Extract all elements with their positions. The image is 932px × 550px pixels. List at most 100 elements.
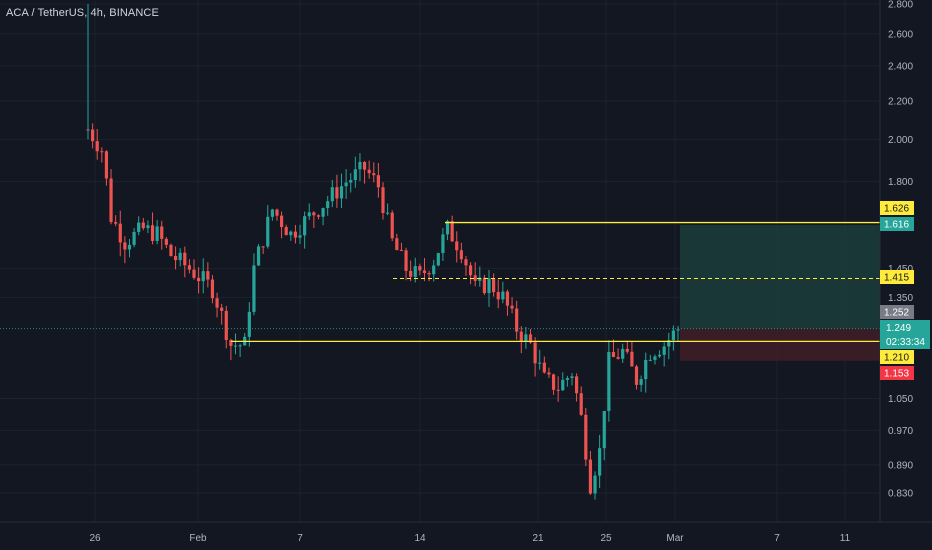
candle-down <box>482 277 487 294</box>
candle-up <box>353 169 357 181</box>
candle-up <box>644 360 648 380</box>
candle-up <box>487 278 491 294</box>
candle-down <box>109 178 113 223</box>
price-axis-label: 0.890 <box>888 460 913 471</box>
candle-down <box>584 414 588 460</box>
candle-up <box>639 379 643 385</box>
price-axis-label: 2.400 <box>888 61 913 72</box>
price-tag <box>880 305 914 319</box>
candle-down <box>141 222 145 229</box>
price-tag-label: 1.626 <box>884 204 909 215</box>
candle-up <box>538 362 542 364</box>
time-axis[interactable]: 26 Feb 7 14 21 25 Mar 7 11 <box>89 533 850 544</box>
candle-down <box>164 238 168 245</box>
candle-down <box>492 278 496 293</box>
candle-down <box>510 305 514 309</box>
candle-down <box>376 175 380 188</box>
candle-down <box>459 250 463 260</box>
candle-up <box>593 475 597 494</box>
candle-up <box>676 329 680 331</box>
candle-down <box>611 352 616 357</box>
candle-down <box>335 187 339 199</box>
price-tag-label: 1.616 <box>884 220 909 231</box>
price-tag <box>880 201 914 215</box>
candle-up <box>326 201 330 209</box>
candle-up <box>432 265 436 275</box>
candle-down <box>528 334 533 343</box>
price-axis-label: 1.800 <box>888 177 913 188</box>
candle-down <box>312 212 316 216</box>
candle-down <box>496 292 500 300</box>
candle-down <box>399 250 404 252</box>
candle-down <box>427 273 431 275</box>
candle-up <box>671 330 675 341</box>
time-axis-label: 7 <box>774 533 780 544</box>
candle-up <box>178 252 182 261</box>
candle-down <box>100 151 104 153</box>
candle-down <box>197 277 201 282</box>
candle-down <box>91 129 95 142</box>
candle-up <box>146 225 150 229</box>
candle-down <box>104 151 109 179</box>
candle-up <box>270 209 274 217</box>
candle-down <box>519 331 523 342</box>
candle-down <box>118 223 122 243</box>
candle-down <box>160 226 164 239</box>
candle-down <box>574 376 579 394</box>
candle-up <box>648 359 652 361</box>
candle-down <box>547 372 551 375</box>
candle-down <box>455 241 459 251</box>
candle-down <box>630 351 634 367</box>
candle-down <box>261 246 265 248</box>
candle-down <box>409 270 413 277</box>
candle-up <box>436 253 440 266</box>
price-tag <box>880 350 914 364</box>
price-axis[interactable]: 2.800 2.600 2.400 2.200 2.000 1.800 1.450 1.350… <box>888 0 913 500</box>
candle-down <box>114 222 118 224</box>
candle-up <box>478 277 482 281</box>
time-axis-label: Feb <box>189 533 207 544</box>
candle-up <box>307 212 311 217</box>
candle-down <box>556 389 560 391</box>
candle-up <box>386 212 390 214</box>
price-tag <box>880 217 914 231</box>
candle-down <box>150 225 155 241</box>
candle-down <box>367 169 371 174</box>
candle-up <box>501 291 505 300</box>
price-axis-label: 1.450 <box>888 264 913 275</box>
candle-down <box>372 173 376 176</box>
candle-down <box>634 366 639 385</box>
candle-down <box>533 342 537 364</box>
candle-up <box>247 311 251 337</box>
price-axis-label: 1.050 <box>888 394 913 405</box>
candle-up <box>598 448 602 476</box>
candle-up <box>155 226 159 241</box>
time-axis-label: 25 <box>600 533 612 544</box>
time-axis-label: 7 <box>297 533 303 544</box>
candle-up <box>413 266 417 277</box>
candle-up <box>561 379 565 391</box>
time-axis-label: 26 <box>89 533 101 544</box>
candle-up <box>653 356 657 360</box>
candle-down <box>275 209 279 216</box>
candle-up <box>201 271 205 282</box>
candle-down <box>625 348 629 352</box>
candle-down <box>450 221 454 242</box>
candle-down <box>169 244 173 257</box>
candle-down <box>183 252 187 266</box>
price-tag-label: 1.153 <box>884 369 909 380</box>
position-zones <box>680 225 880 361</box>
candle-down <box>224 310 228 340</box>
candle-up <box>667 340 671 347</box>
price-axis-label: 0.970 <box>888 426 913 437</box>
price-tag-label: 1.252 <box>884 308 909 319</box>
candle-down <box>206 271 210 280</box>
candle-down <box>404 250 408 271</box>
candle-up <box>252 265 256 312</box>
price-tag <box>880 270 914 284</box>
candle-up <box>344 182 348 187</box>
candle-down <box>210 279 215 299</box>
candle-down <box>468 265 473 276</box>
candle-down <box>579 393 583 415</box>
